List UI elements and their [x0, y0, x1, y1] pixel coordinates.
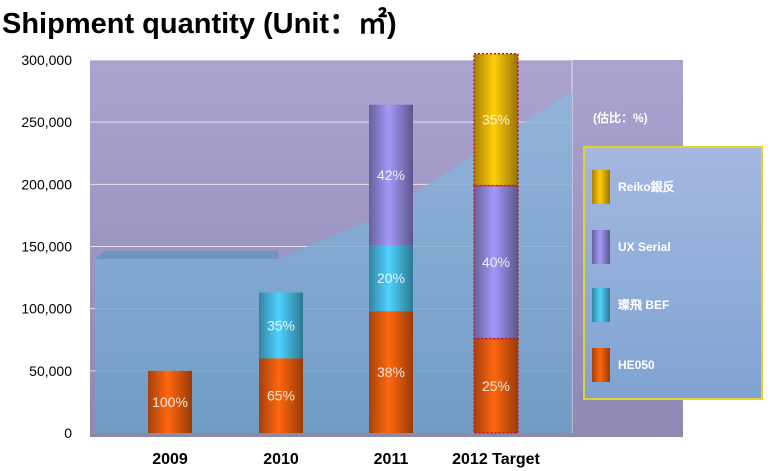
data-label: 40% — [482, 254, 510, 270]
y-axis: 0 50,000 100,000 150,000 200,000 250,000 300,0… — [21, 52, 72, 441]
legend-swatch — [592, 348, 610, 382]
x-tick-label: 2009 — [152, 451, 188, 468]
y-tick-label: 0 — [64, 425, 72, 441]
y-tick-label: 150,000 — [21, 239, 72, 255]
legend-swatch — [592, 288, 610, 322]
background-area — [95, 91, 572, 433]
legend-label: Reiko銀反 — [618, 179, 675, 194]
bar-segment — [148, 370, 192, 433]
data-label: 100% — [152, 394, 188, 410]
bar-segment — [369, 104, 413, 246]
bars: 100% 65% 35% 38% 20% 42% 25% 40% 35% — [148, 53, 519, 434]
bar-segment — [473, 184, 519, 340]
chart-title: Shipment quantity (Unit：㎡) — [2, 8, 397, 40]
data-label: 20% — [377, 270, 405, 286]
y-tick-label: 100,000 — [21, 301, 72, 317]
y-tick-label: 250,000 — [21, 114, 72, 130]
plot-floor — [90, 433, 683, 437]
data-label: 25% — [482, 378, 510, 394]
data-label: 35% — [267, 317, 295, 333]
y-tick-label: 300,000 — [21, 52, 72, 68]
data-label: 65% — [267, 388, 295, 404]
legend: (估比：%) Reiko銀反 UX Serial 璨飛 BEF HE050 — [583, 110, 763, 400]
data-label: 38% — [377, 364, 405, 380]
bar-segment — [369, 311, 413, 433]
bar-segment — [259, 292, 303, 359]
y-tick-label: 50,000 — [29, 363, 72, 379]
bar-segment — [473, 53, 519, 187]
legend-note: (估比：%) — [593, 110, 648, 125]
x-axis: 2009 2010 2011 2012 Target — [152, 451, 540, 468]
data-label: 42% — [377, 167, 405, 183]
data-label: 35% — [482, 112, 510, 128]
legend-swatch — [592, 230, 610, 264]
background-area-shape — [95, 91, 572, 433]
x-tick-label: 2012 Target — [452, 451, 540, 468]
legend-label: UX Serial — [618, 240, 671, 254]
x-tick-label: 2011 — [374, 451, 409, 468]
x-tick-label: 2010 — [263, 451, 299, 468]
legend-box — [583, 146, 763, 400]
background-area-top — [95, 250, 278, 259]
legend-label: HE050 — [618, 358, 655, 372]
legend-label: 璨飛 BEF — [618, 297, 669, 312]
bar-segment — [259, 358, 303, 433]
bar-segment — [369, 245, 413, 312]
bar-segment — [473, 337, 519, 434]
y-tick-label: 200,000 — [21, 176, 72, 192]
legend-swatch — [592, 170, 610, 204]
